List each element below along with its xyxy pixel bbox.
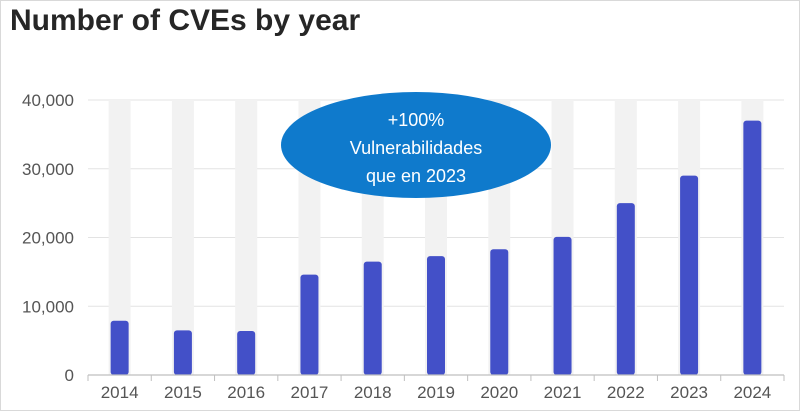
category-band [171, 100, 194, 375]
x-tick-label: 2016 [227, 383, 265, 402]
bar-2022 [616, 203, 635, 375]
y-tick-label: 10,000 [22, 297, 74, 316]
y-tick-label: 20,000 [22, 229, 74, 248]
x-tick-label: 2021 [544, 383, 582, 402]
category-band [235, 100, 258, 375]
bar-2016 [237, 331, 256, 375]
chart-title: Number of CVEs by year [10, 4, 361, 37]
x-tick-label: 2015 [164, 383, 202, 402]
x-tick-label: 2019 [417, 383, 455, 402]
x-tick-label: 2014 [101, 383, 139, 402]
callout: +100% Vulnerabilidades que en 2023 [281, 92, 551, 198]
callout-line-3: que en 2023 [366, 166, 466, 186]
callout-line-1: +100% [388, 110, 445, 130]
x-tick-label: 2022 [607, 383, 645, 402]
bar-2023 [680, 175, 699, 375]
bar-2014 [110, 320, 129, 375]
bar-2020 [490, 249, 509, 375]
axes: 0 10,000 20,000 30,000 40,000 2014 2015 2016 201… [22, 91, 785, 402]
x-tick-label: 2017 [291, 383, 329, 402]
category-band [108, 100, 131, 375]
bar-2019 [427, 256, 445, 375]
y-tick-label: 30,000 [22, 160, 74, 179]
bar-2017 [300, 274, 319, 375]
callout-ellipse [281, 92, 551, 198]
bar-2015 [173, 330, 192, 375]
x-tick-label: 2023 [670, 383, 708, 402]
bar-2021 [553, 236, 572, 375]
bar-2024 [743, 120, 762, 375]
callout-line-2: Vulnerabilidades [350, 138, 482, 158]
bar-2018 [363, 261, 382, 375]
x-tick-label: 2018 [354, 383, 392, 402]
bars [110, 120, 762, 375]
x-tick-label: 2020 [480, 383, 518, 402]
y-tick-label: 0 [65, 366, 74, 385]
y-tick-label: 40,000 [22, 91, 74, 110]
x-tick-label: 2024 [733, 383, 771, 402]
